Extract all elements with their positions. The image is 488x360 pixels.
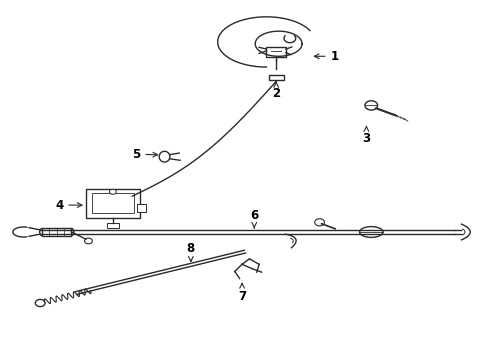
Circle shape (84, 238, 92, 244)
Text: 8: 8 (186, 242, 195, 261)
Text: 4: 4 (55, 199, 82, 212)
Text: 7: 7 (238, 283, 245, 303)
Circle shape (314, 219, 324, 226)
Bar (266, 47, 285, 57)
Bar (86, 189, 140, 218)
Bar (107, 223, 119, 228)
Ellipse shape (359, 226, 382, 237)
Ellipse shape (159, 151, 169, 162)
Bar (92, 193, 134, 213)
Bar (268, 75, 283, 80)
Text: 2: 2 (272, 82, 280, 100)
Text: 5: 5 (132, 148, 157, 161)
Text: 6: 6 (250, 210, 258, 228)
Text: 3: 3 (362, 126, 370, 145)
Circle shape (35, 300, 45, 307)
Bar (137, 204, 146, 212)
Circle shape (364, 101, 377, 110)
Circle shape (109, 189, 116, 194)
Bar (42, 228, 71, 235)
Text: 1: 1 (314, 50, 338, 63)
